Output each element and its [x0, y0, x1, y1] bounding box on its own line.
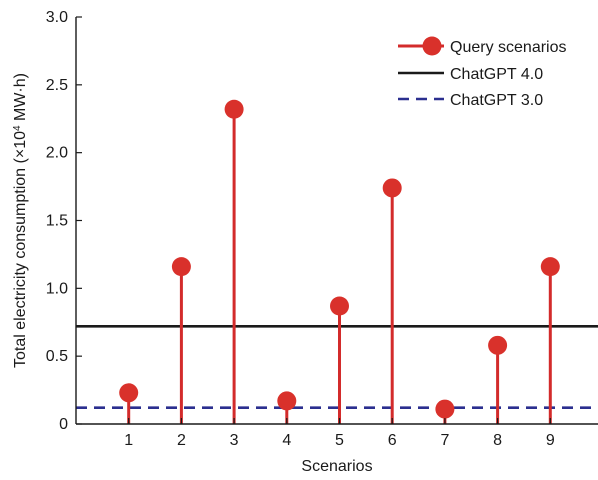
y-ticks: 0 0.5 1.0 1.5 2.0 2.5 3.0: [46, 9, 82, 433]
x-tick-label: 4: [282, 432, 291, 449]
legend-label-query: Query scenarios: [450, 39, 567, 56]
y-tick-label: 1.5: [46, 213, 68, 230]
stem-marker: [488, 335, 508, 355]
stems: [119, 99, 560, 424]
x-axis-label: Scenarios: [301, 458, 372, 475]
stem-marker: [382, 178, 402, 198]
legend: Query scenarios ChatGPT 4.0 ChatGPT 3.0: [398, 36, 567, 109]
x-tick-label: 3: [230, 432, 239, 449]
reference-lines: [76, 325, 598, 410]
y-tick-label: 3.0: [46, 9, 68, 26]
y-axis-label-superscript: 4: [12, 125, 23, 131]
stem-marker: [171, 257, 191, 277]
x-tick-label: 1: [124, 432, 133, 449]
x-ticks: 1 2 3 4 5 6 7 8 9: [124, 418, 555, 449]
y-axis-label-main: Total electricity consumption (×10: [12, 131, 29, 368]
y-tick-label: 1.0: [46, 280, 68, 297]
legend-label-chatgpt-3: ChatGPT 3.0: [450, 92, 543, 109]
y-tick-label: 2.0: [46, 145, 68, 162]
x-tick-label: 9: [546, 432, 555, 449]
stem-marker: [435, 399, 455, 419]
y-tick-label: 2.5: [46, 77, 68, 94]
x-tick-label: 6: [388, 432, 397, 449]
legend-label-chatgpt-4: ChatGPT 4.0: [450, 66, 543, 83]
stem-marker: [224, 99, 244, 119]
y-tick-label: 0.5: [46, 348, 68, 365]
legend-swatch-query-marker: [422, 36, 442, 56]
stem-marker: [119, 383, 139, 403]
x-tick-label: 7: [440, 432, 449, 449]
stem-marker: [277, 391, 297, 411]
stem-marker: [540, 257, 560, 277]
x-tick-label: 8: [493, 432, 502, 449]
y-axis-label: Total electricity consumption (×104 MW·h…: [12, 73, 30, 368]
x-tick-label: 2: [177, 432, 186, 449]
y-tick-label: 0: [59, 416, 68, 433]
y-axis-label-unit: MW·h): [12, 73, 29, 125]
x-tick-label: 5: [335, 432, 344, 449]
stem-marker: [330, 296, 349, 316]
